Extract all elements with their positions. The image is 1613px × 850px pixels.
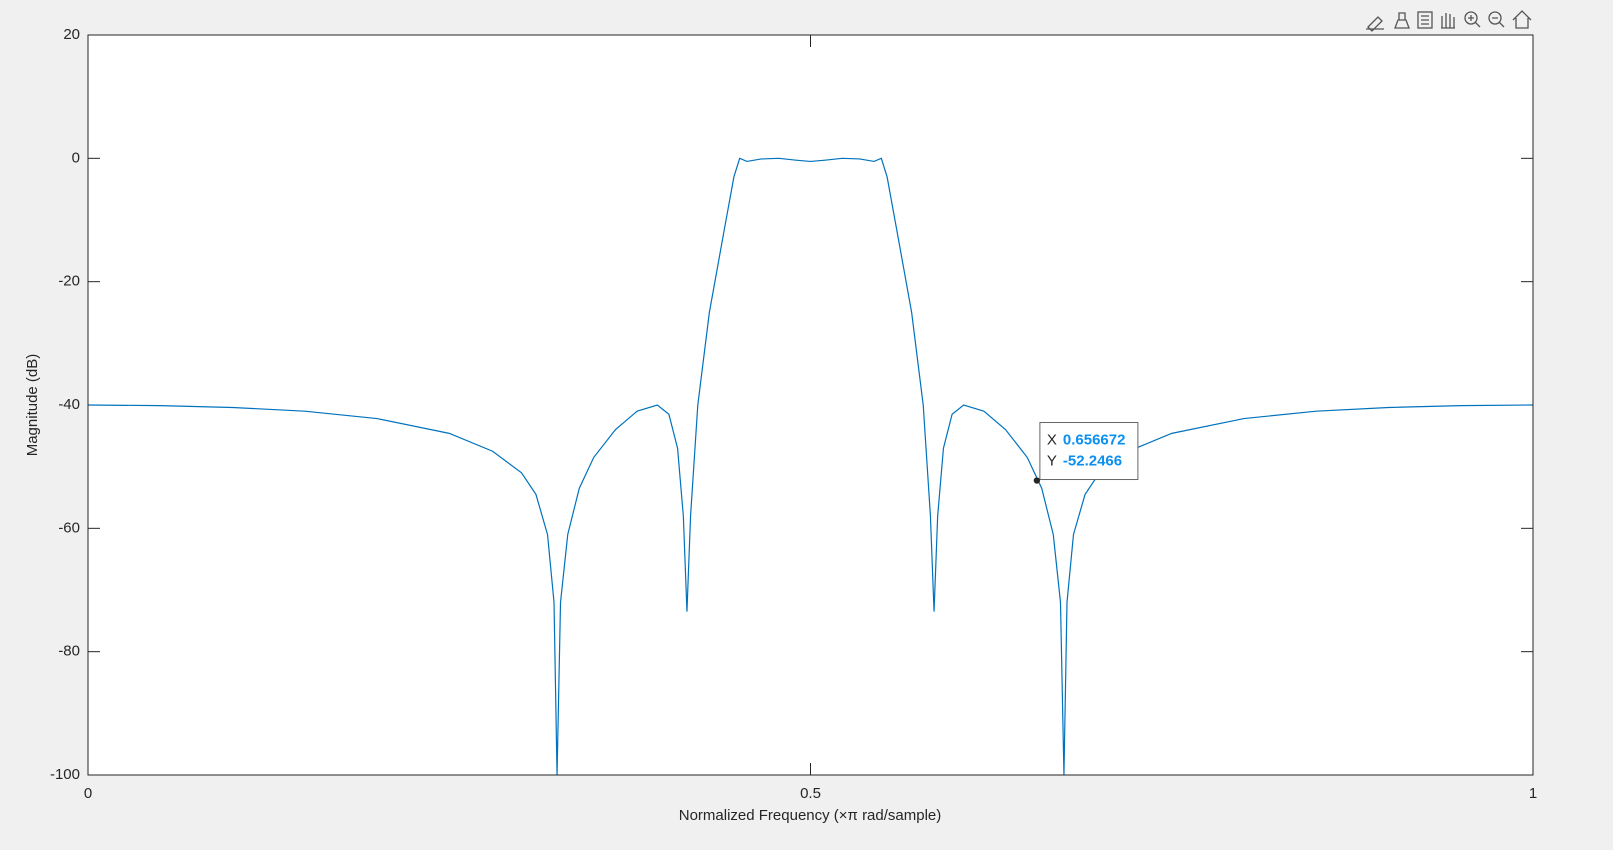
datatip-marker <box>1033 477 1041 484</box>
zoom-out-icon[interactable] <box>1488 11 1505 28</box>
home-icon[interactable] <box>1512 10 1532 29</box>
pan-icon[interactable] <box>1441 13 1455 29</box>
zoom-in-icon[interactable] <box>1464 11 1481 28</box>
y-tick-label: -60 <box>58 519 80 536</box>
plot-area <box>88 35 1533 775</box>
brush-icon[interactable] <box>1366 16 1384 32</box>
x-tick-label: 0.5 <box>800 785 821 802</box>
y-tick-label: -20 <box>58 273 80 290</box>
y-tick-label: -100 <box>50 766 80 783</box>
datatip-y-label: Y <box>1047 452 1057 469</box>
x-tick-label: 1 <box>1529 785 1537 802</box>
y-tick-label: 20 <box>63 26 80 43</box>
x-axis-label: Normalized Frequency (×π rad/sample) <box>679 807 942 824</box>
linked-icon[interactable] <box>1394 12 1410 29</box>
datatip-x-label: X <box>1047 431 1057 448</box>
legend-icon[interactable] <box>1417 11 1433 29</box>
toolbar[interactable] <box>1366 10 1532 32</box>
y-tick-label: -40 <box>58 396 80 413</box>
y-axis-label: Magnitude (dB) <box>24 354 41 457</box>
x-tick-label: 0 <box>84 785 92 802</box>
datatip[interactable]: X 0.656672 Y -52.2466 <box>1033 422 1139 484</box>
y-tick-label: -80 <box>58 643 80 660</box>
datatip-y-value: -52.2466 <box>1063 452 1122 469</box>
y-tick-label: 0 <box>72 149 80 166</box>
axes-box <box>87 34 1534 776</box>
datatip-x-value: 0.656672 <box>1063 431 1126 448</box>
datatip-box <box>1039 422 1139 481</box>
